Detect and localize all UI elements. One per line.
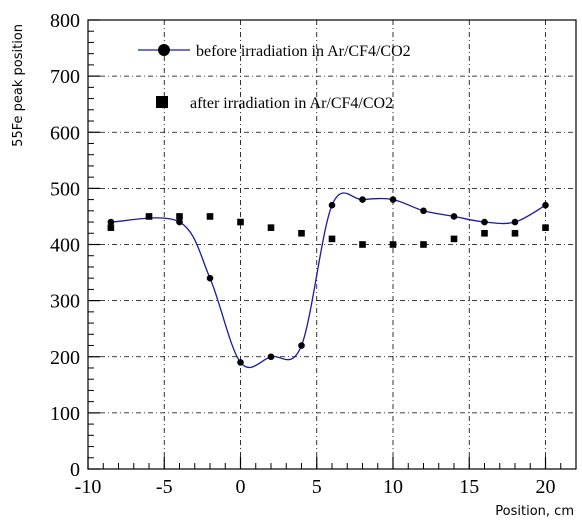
x-tick-label: 0 (236, 476, 246, 498)
legend-marker-before (158, 44, 170, 56)
data-point-after (542, 224, 549, 231)
legend-label-before: before irradiation in Ar/CF4/CO2 (196, 43, 411, 60)
x-tick-label: -5 (156, 476, 173, 498)
x-tick-label: -10 (75, 476, 102, 498)
x-axis-title: Position, cm (495, 504, 574, 519)
data-point-after (511, 229, 519, 237)
y-tick-label: 0 (70, 459, 80, 481)
legend-marker-after (156, 96, 168, 108)
data-point-before (206, 274, 214, 282)
data-point-before (389, 196, 397, 203)
data-point-before (298, 342, 305, 349)
data-point-before (450, 213, 458, 220)
legend-label-after: after irradiation in Ar/CF4/CO2 (190, 95, 393, 112)
data-point-after (450, 235, 458, 243)
series-line (110, 192, 546, 369)
data-point-before (267, 353, 275, 361)
y-axis-title: 55Fe peak position (11, 24, 26, 147)
data-point-before (511, 218, 519, 226)
data-point-before (481, 218, 488, 226)
data-point-before (176, 218, 183, 226)
x-tick-label: 20 (536, 476, 556, 498)
legend: before irradiation in Ar/CF4/CO2 after ir… (138, 43, 411, 112)
y-tick-label: 400 (50, 235, 80, 257)
data-point-after (237, 218, 244, 226)
data-point-after (481, 229, 488, 237)
y-tick-label: 700 (50, 66, 80, 88)
data-point-before (542, 201, 549, 209)
data-point-after (206, 213, 214, 220)
y-tick-label: 100 (50, 403, 80, 425)
data-point-before (420, 207, 427, 215)
data-point-after (107, 224, 115, 231)
y-tick-label: 500 (50, 178, 80, 200)
data-point-after (298, 229, 305, 237)
x-tick-label: 15 (459, 476, 479, 498)
y-tick-label: 600 (50, 122, 80, 144)
data-point-after (267, 224, 275, 231)
data-point-after (328, 235, 336, 243)
x-tick-label: 10 (383, 476, 403, 498)
data-point-after (389, 241, 397, 248)
data-point-before (107, 218, 115, 226)
y-tick-label: 300 (50, 291, 80, 313)
data-point-before (328, 201, 336, 209)
x-tick-label: 5 (312, 476, 322, 498)
data-point-after (420, 241, 427, 248)
series-layer (107, 192, 549, 369)
y-tick-label: 800 (50, 10, 80, 32)
data-point-after (176, 213, 183, 220)
data-point-before (359, 196, 366, 203)
y-tick-label: 200 (50, 347, 80, 369)
data-point-before (237, 359, 244, 366)
data-point-after (359, 241, 366, 248)
grid (88, 20, 576, 469)
data-point-after (145, 213, 153, 220)
